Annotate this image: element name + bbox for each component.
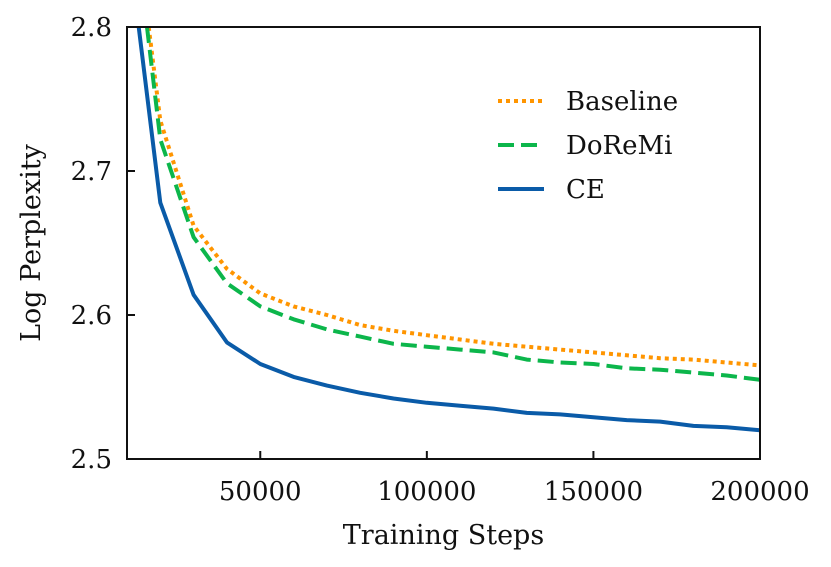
y-tick-label: 2.7 [71,157,112,187]
y-tick-label: 2.6 [71,301,112,331]
x-tick-label: 200000 [710,477,809,507]
legend: Baseline DoReMi CE [498,87,678,205]
series-line-baseline [146,27,760,368]
y-axis-label: Log Perplexity [16,143,47,342]
y-tick-label: 2.5 [71,445,112,475]
legend-label-baseline: Baseline [566,87,678,117]
x-tick-label: 100000 [377,477,476,507]
y-tick-label: 2.8 [71,13,112,43]
x-tick-label: 150000 [544,477,643,507]
x-axis-label: Training Steps [343,520,544,551]
series-layer [136,27,760,433]
plot-frame [126,26,761,460]
legend-label-doremi: DoReMi [566,131,672,161]
series-line-doremi [145,27,760,382]
ticks-layer: 50000 100000 150000 200000 2.5 2.6 2.7 2.8 [71,13,810,507]
legend-label-ce: CE [566,175,605,205]
x-tick-label: 50000 [219,477,302,507]
series-line-ce [136,27,760,433]
